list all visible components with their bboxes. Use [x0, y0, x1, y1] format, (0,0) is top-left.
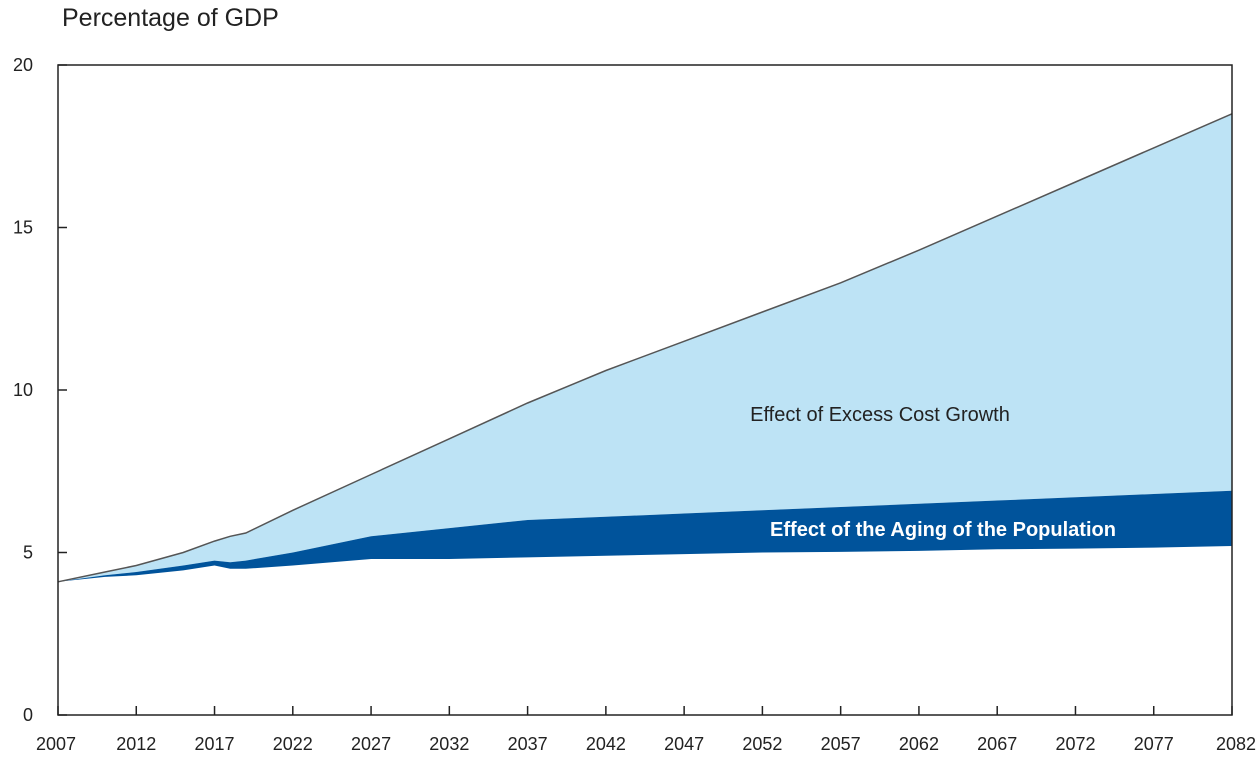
x-tick-label: 2047: [664, 734, 704, 754]
x-tick-label: 2057: [821, 734, 861, 754]
x-tick-label: 2022: [273, 734, 313, 754]
y-axis-label: Percentage of GDP: [62, 4, 279, 32]
total-line: [57, 113, 1233, 583]
y-tick-label: 5: [23, 543, 33, 563]
x-tick-label: 2032: [429, 734, 469, 754]
x-tick-label: 2017: [195, 734, 235, 754]
y-tick-label: 10: [13, 380, 33, 400]
y-tick-label: 20: [13, 55, 33, 75]
y-tick-label: 15: [13, 218, 33, 238]
x-tick-label: 2042: [586, 734, 626, 754]
x-tick-label: 2077: [1134, 734, 1174, 754]
annotations: Effect of Excess Cost Growth Effect of th…: [750, 404, 1116, 541]
x-tick-label: 2037: [508, 734, 548, 754]
y-tick-label: 0: [23, 705, 33, 725]
area-layer: [57, 113, 1233, 583]
area-aging-population: [58, 490, 1232, 582]
x-tick-label: 2012: [116, 734, 156, 754]
x-tick-label: 2052: [742, 734, 782, 754]
label-excess-cost-growth: Effect of Excess Cost Growth: [750, 404, 1010, 426]
x-tick-label: 2082: [1216, 734, 1256, 754]
x-tick-label: 2027: [351, 734, 391, 754]
x-axis: 2007 2012 2017 2022 2027 2032 2037 2042 2047 2052…: [36, 706, 1256, 754]
area-excess-cost-growth: [58, 113, 1232, 582]
x-tick-label: 2007: [36, 734, 76, 754]
x-tick-label: 2062: [899, 734, 939, 754]
label-aging-population: Effect of the Aging of the Population: [770, 519, 1116, 541]
y-axis: 0 5 10 15 20: [13, 55, 67, 725]
x-tick-label: 2072: [1055, 734, 1095, 754]
x-tick-label: 2067: [977, 734, 1017, 754]
